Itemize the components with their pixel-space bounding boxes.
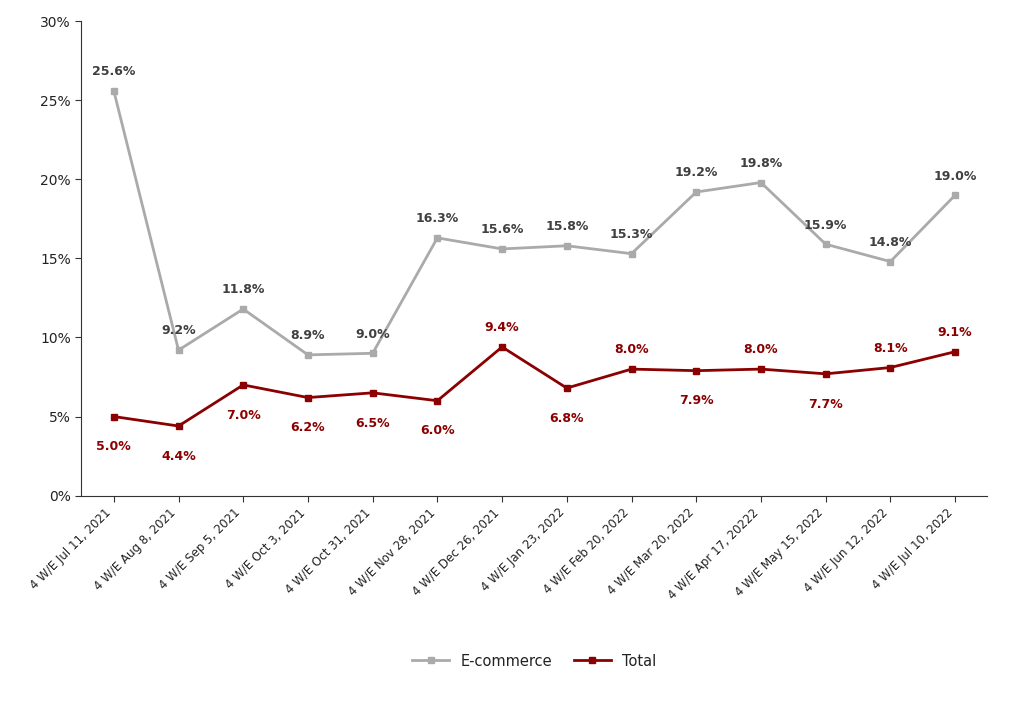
Total (432, 396, 444, 405)
Text: 8.1%: 8.1% (873, 342, 908, 355)
Text: 15.8%: 15.8% (545, 220, 588, 233)
Text: 8.0%: 8.0% (743, 343, 779, 356)
Text: 14.8%: 14.8% (868, 236, 912, 249)
E-commerce (172, 346, 184, 355)
Text: 25.6%: 25.6% (92, 65, 135, 78)
Text: 9.1%: 9.1% (938, 326, 972, 339)
E-commerce (432, 234, 444, 242)
Total (949, 348, 961, 356)
Total (885, 363, 897, 372)
Text: 6.2%: 6.2% (290, 421, 326, 434)
Text: 15.3%: 15.3% (610, 228, 654, 241)
Text: 19.2%: 19.2% (675, 166, 718, 179)
Total (754, 365, 767, 373)
Total (108, 412, 120, 421)
E-commerce (625, 249, 637, 258)
Total (561, 384, 573, 392)
Text: 7.7%: 7.7% (808, 398, 843, 411)
E-commerce (108, 86, 120, 95)
E-commerce (819, 240, 832, 249)
Text: 4.4%: 4.4% (161, 450, 195, 463)
Text: 15.9%: 15.9% (804, 219, 847, 232)
Text: 6.8%: 6.8% (550, 412, 584, 425)
Text: 19.8%: 19.8% (739, 157, 783, 170)
Text: 9.2%: 9.2% (161, 324, 195, 338)
Text: 9.4%: 9.4% (485, 321, 519, 334)
Text: 8.9%: 8.9% (291, 329, 325, 342)
Line: Total: Total (110, 343, 959, 430)
Text: 5.0%: 5.0% (97, 440, 131, 453)
Text: 15.6%: 15.6% (480, 223, 524, 236)
E-commerce (561, 241, 573, 250)
Total (172, 422, 184, 430)
E-commerce (690, 188, 702, 196)
Total (690, 367, 702, 375)
Text: 11.8%: 11.8% (222, 283, 265, 297)
E-commerce (237, 304, 249, 313)
Total (301, 394, 314, 402)
E-commerce (885, 257, 897, 266)
Total (819, 370, 832, 378)
E-commerce (301, 350, 314, 359)
Legend: E-commerce, Total: E-commerce, Total (412, 653, 657, 668)
E-commerce (366, 349, 379, 358)
Total (237, 381, 249, 389)
Text: 8.0%: 8.0% (614, 343, 648, 356)
Text: 7.9%: 7.9% (679, 394, 714, 407)
Text: 19.0%: 19.0% (934, 169, 977, 183)
Total (496, 343, 508, 351)
Text: 9.0%: 9.0% (355, 328, 390, 341)
Text: 6.5%: 6.5% (355, 416, 390, 430)
E-commerce (949, 191, 961, 200)
Text: 16.3%: 16.3% (415, 212, 459, 225)
Line: E-commerce: E-commerce (110, 87, 959, 358)
Text: 7.0%: 7.0% (226, 409, 261, 422)
Total (366, 389, 379, 397)
E-commerce (754, 178, 767, 187)
Text: 6.0%: 6.0% (420, 424, 455, 438)
Total (625, 365, 637, 373)
E-commerce (496, 245, 508, 253)
